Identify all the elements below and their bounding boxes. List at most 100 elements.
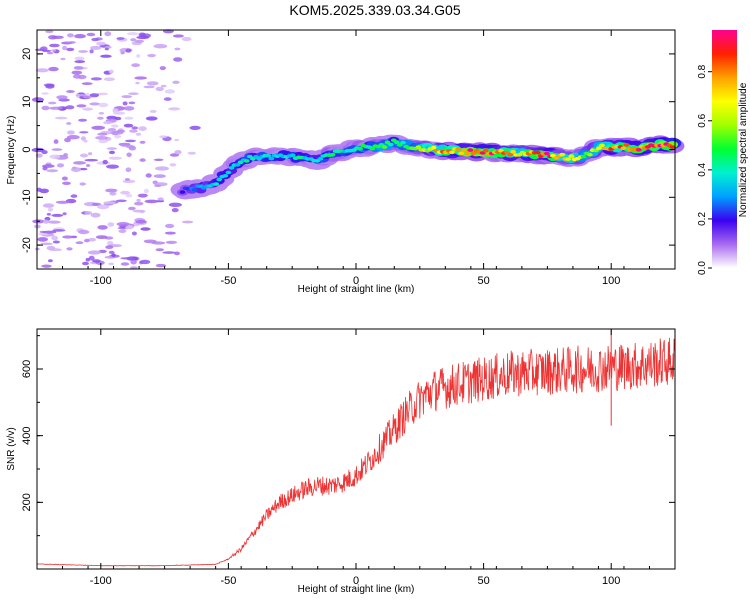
noise-blob bbox=[138, 126, 147, 131]
colorbar-ticks: 0.0 0.2 0.4 0.6 0.8 bbox=[697, 64, 712, 275]
noise-blob bbox=[86, 164, 91, 167]
y-tick-label: 400 bbox=[21, 426, 33, 444]
noise-blob bbox=[172, 80, 180, 85]
noise-blob bbox=[73, 66, 84, 70]
noise-blob bbox=[91, 37, 100, 42]
colorbar-tick-label: 0.6 bbox=[697, 113, 708, 127]
ridge-blob bbox=[216, 177, 223, 182]
noise-blob bbox=[108, 69, 114, 74]
noise-blob bbox=[76, 104, 87, 108]
noise-blob bbox=[155, 166, 169, 171]
noise-blob bbox=[111, 253, 116, 257]
noise-blob bbox=[52, 229, 66, 232]
noise-blob bbox=[48, 248, 63, 252]
noise-blob bbox=[145, 116, 158, 121]
noise-blob bbox=[103, 201, 116, 205]
noise-blob bbox=[153, 174, 166, 179]
noise-blob bbox=[106, 115, 118, 120]
ridge-blob bbox=[455, 147, 461, 151]
noise-blob bbox=[90, 77, 102, 81]
ridge-blob bbox=[430, 145, 437, 150]
ridge-blob bbox=[507, 153, 513, 157]
noise-blob bbox=[154, 184, 162, 187]
noise-blob bbox=[138, 32, 146, 37]
ridge-blob bbox=[482, 148, 489, 153]
noise-blob bbox=[62, 235, 74, 239]
noise-blob bbox=[98, 112, 105, 115]
x-tick-label: -50 bbox=[220, 275, 236, 287]
noise-blob bbox=[134, 76, 147, 80]
noise-blob bbox=[109, 150, 115, 155]
snr-series-line bbox=[36, 337, 675, 567]
noise-blob bbox=[41, 92, 49, 95]
y-tick-label: 200 bbox=[21, 493, 33, 511]
noise-blob bbox=[135, 81, 140, 85]
noise-blob bbox=[66, 90, 75, 93]
noise-blob bbox=[153, 44, 168, 49]
ridge-blob bbox=[222, 174, 229, 178]
noise-blob bbox=[86, 32, 96, 37]
snr-frame bbox=[36, 328, 676, 570]
noise-blob bbox=[52, 240, 61, 244]
noise-blob bbox=[62, 181, 71, 185]
noise-blob bbox=[42, 166, 48, 171]
ridge-blob bbox=[243, 159, 250, 163]
noise-blob bbox=[105, 245, 114, 250]
noise-blob bbox=[169, 163, 177, 167]
x-tick-label: 100 bbox=[602, 575, 620, 587]
noise-blob bbox=[131, 126, 139, 130]
ridge-blob bbox=[467, 148, 474, 152]
noise-blob bbox=[43, 219, 49, 224]
noise-blob bbox=[81, 82, 93, 85]
noise-blob bbox=[165, 240, 178, 244]
noise-blob bbox=[160, 84, 167, 88]
noise-blob bbox=[131, 231, 137, 236]
noise-blob bbox=[139, 158, 146, 162]
ridge-blob bbox=[415, 145, 422, 149]
x-tick-label: -100 bbox=[90, 575, 112, 587]
ridge-blob bbox=[461, 148, 468, 152]
noise-blob bbox=[108, 262, 114, 266]
noise-blob bbox=[66, 122, 72, 125]
noise-blob bbox=[32, 97, 44, 103]
noise-blob bbox=[42, 230, 57, 234]
x-tick-label: 0 bbox=[353, 275, 359, 287]
noise-blob bbox=[97, 204, 110, 210]
noise-blob bbox=[128, 101, 136, 105]
noise-blob bbox=[159, 135, 168, 139]
snr-x-axis-label: Height of straight line (km) bbox=[298, 584, 415, 595]
noise-blob bbox=[98, 102, 109, 108]
noise-blob bbox=[47, 220, 61, 224]
ridge-blob bbox=[458, 151, 464, 156]
ridge-blob bbox=[599, 143, 605, 148]
noise-blob bbox=[159, 66, 166, 71]
ridge-blob bbox=[544, 151, 550, 156]
noise-blob bbox=[189, 125, 201, 130]
noise-blob bbox=[174, 150, 182, 155]
colorbar-tick-label: 0.8 bbox=[697, 64, 708, 78]
noise-blob bbox=[134, 39, 145, 43]
noise-blob bbox=[144, 199, 159, 204]
noise-blob bbox=[42, 49, 52, 53]
noise-blob bbox=[123, 106, 135, 111]
y-tick-label: -20 bbox=[21, 237, 33, 253]
noise-blob bbox=[139, 140, 146, 144]
noise-blob bbox=[155, 263, 167, 268]
noise-blob bbox=[165, 223, 175, 229]
noise-blob bbox=[88, 237, 96, 242]
noise-blob bbox=[174, 251, 180, 256]
noise-blob bbox=[60, 57, 66, 61]
noise-blob bbox=[75, 241, 84, 245]
colorbar-tick-label: 0.2 bbox=[697, 212, 708, 226]
noise-blob bbox=[49, 154, 61, 160]
noise-blob bbox=[80, 136, 86, 141]
noise-blob bbox=[105, 188, 118, 193]
ridge-blob bbox=[449, 150, 455, 155]
noise-blob bbox=[62, 212, 67, 216]
ridge-blob bbox=[620, 146, 627, 150]
noise-blob bbox=[131, 63, 141, 68]
noise-blob bbox=[125, 225, 134, 230]
noise-blob bbox=[79, 131, 89, 134]
noise-blob bbox=[126, 32, 139, 36]
